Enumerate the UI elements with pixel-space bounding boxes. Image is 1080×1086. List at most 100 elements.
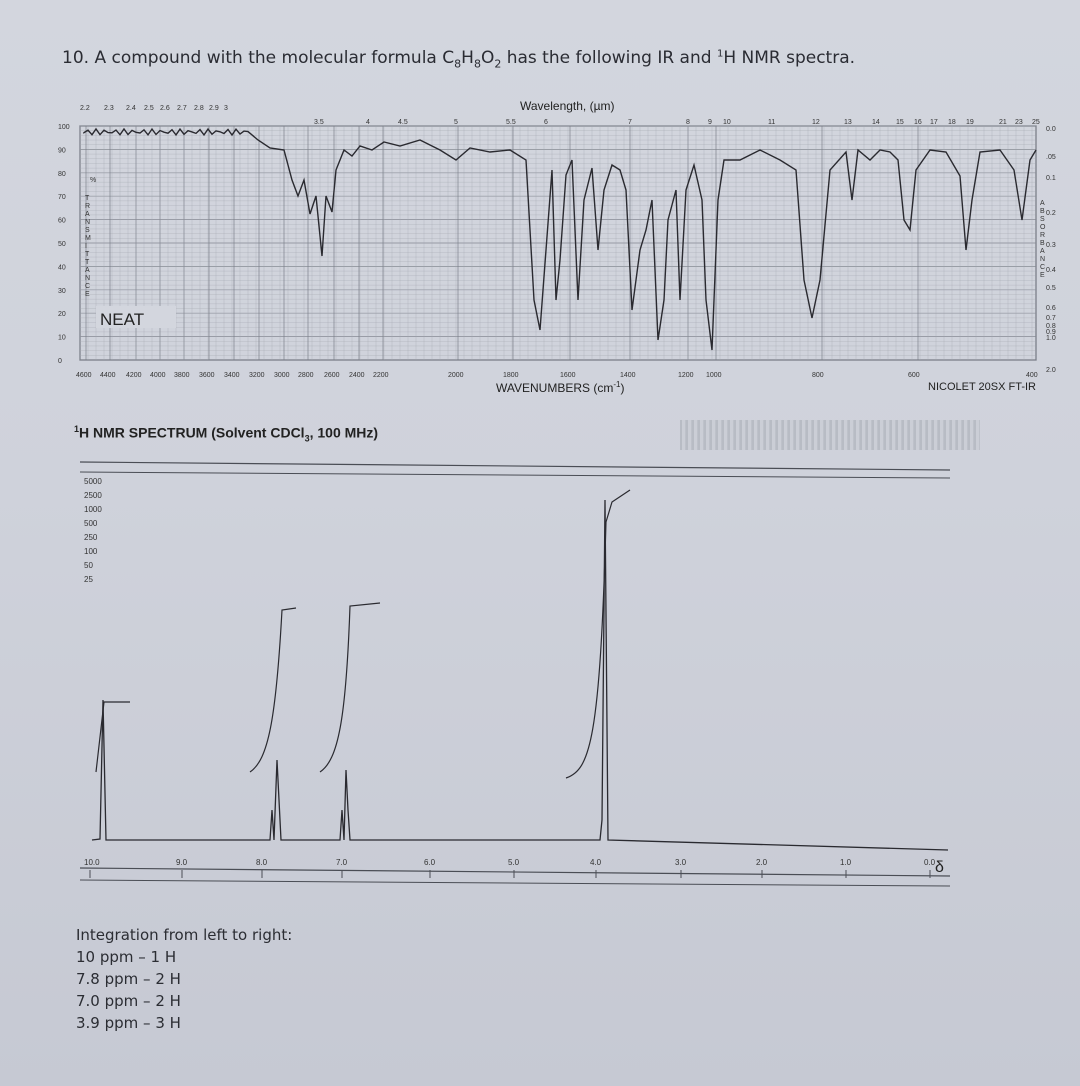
ir-transmittance-tick: 90 (58, 147, 66, 154)
nmr-title: 1H NMR SPECTRUM (Solvent CDCl3, 100 MHz) (74, 424, 379, 444)
question-text: 10. A compound with the molecular formul… (62, 48, 856, 71)
ir-wavelength-tick: 5 (454, 119, 458, 126)
nmr-sweep-label: 100 (84, 547, 98, 556)
question-number: 10. (62, 48, 90, 68)
ir-wavenumber-tick: 2400 (349, 372, 365, 379)
ir-percent-sign: % (90, 177, 96, 184)
nmr-trace (91, 499, 949, 851)
ir-grid (79, 125, 1037, 361)
ir-absorbance-tick: 2.0 (1046, 367, 1056, 374)
nmr-ppm-tick: 9.0 (176, 858, 188, 867)
integration-row: 3.9 ppm – 3 H (76, 1014, 181, 1032)
ir-wavenumber-tick: 600 (908, 372, 920, 379)
integration-row: 7.8 ppm – 2 H (76, 970, 181, 988)
ir-wavelength-tick: 2.7 (177, 105, 187, 112)
nmr-sweep-label: 5000 (84, 477, 102, 486)
ir-wavelength-tick: 6 (544, 119, 548, 126)
ir-transmittance-tick: 70 (58, 194, 66, 201)
ir-absorbance-tick: 0.1 (1046, 175, 1056, 182)
ir-wavelength-tick: 16 (914, 119, 922, 126)
ir-wavelength-tick: 3.5 (314, 119, 324, 126)
ir-absorbance-letter: R (1040, 232, 1045, 239)
ir-wavenumber-tick: 4400 (100, 372, 116, 379)
nmr-sweep-label: 250 (84, 533, 98, 542)
ir-wavelength-tick: 10 (723, 119, 731, 126)
ir-transmittance-tick: 30 (58, 288, 66, 295)
ir-absorbance-letter: B (1040, 208, 1045, 215)
ir-wavenumber-tick: 2800 (298, 372, 314, 379)
ir-transmittance-letter: T (85, 195, 90, 202)
nmr-ppm-tick: 10.0 (84, 858, 100, 867)
ir-instrument-label: NICOLET 20SX FT-IR (928, 381, 1036, 393)
nmr-top-rule (79, 471, 951, 479)
ir-wavelength-tick: 7 (628, 119, 632, 126)
ir-wavenumber-tick: 2200 (373, 372, 389, 379)
nmr-ppm-tick: 8.0 (256, 858, 268, 867)
ir-wavenumber-tick: 3200 (249, 372, 265, 379)
nmr-sweep-label: 25 (84, 575, 93, 584)
ir-transmittance-tick: 20 (58, 311, 66, 318)
nmr-ppm-tick: 7.0 (336, 858, 348, 867)
nmr-ppm-tick: 2.0 (756, 858, 768, 867)
ir-wavenumber-tick: 1200 (678, 372, 694, 379)
ir-absorbance-letter: N (1040, 256, 1045, 263)
ir-transmittance-tick: 40 (58, 264, 66, 271)
ir-transmittance-letter: A (85, 267, 90, 274)
integration-row: 10 ppm – 1 H (76, 948, 177, 966)
ir-absorbance-tick: 0.9 (1046, 329, 1056, 336)
nmr-top-rule (79, 461, 951, 471)
ir-transmittance-tick: 50 (58, 241, 66, 248)
integration-row: 7.0 ppm – 2 H (76, 992, 181, 1010)
ir-wavenumber-tick: 3400 (224, 372, 240, 379)
nmr-ppm-axis: 10.0 9.0 8.0 7.0 6.0 5.0 4.0 3.0 2.0 1.0 0.0 (84, 858, 936, 878)
ir-transmittance-letter: S (85, 227, 90, 234)
ir-absorbance-tick: 0.5 (1046, 285, 1056, 292)
ir-wavelength-tick: 17 (930, 119, 938, 126)
ir-absorbance-letter: C (1040, 264, 1045, 271)
integration-heading: Integration from left to right: (76, 926, 293, 944)
nmr-sweep-label: 1000 (84, 505, 102, 514)
ir-transmittance-tick: 10 (58, 335, 66, 342)
ir-transmittance-letter: N (85, 275, 90, 282)
ir-wavelength-tick: 8 (686, 119, 690, 126)
ir-absorbance-tick: .05 (1046, 154, 1056, 161)
nmr-bottom-rule (79, 867, 951, 877)
ir-wavelength-tick: 11 (768, 119, 775, 126)
nmr-ppm-tick: 4.0 (590, 858, 602, 867)
ir-transmittance-tick: 60 (58, 218, 66, 225)
ir-wavenumber-tick: 1000 (706, 372, 722, 379)
ir-absorbance-tick: 0.7 (1046, 315, 1056, 322)
ir-wavenumber-tick: 4600 (76, 372, 92, 379)
ir-transmittance-letter: E (85, 291, 90, 298)
ir-wavelength-tick: 2.5 (144, 105, 154, 112)
ir-wavelength-tick: 2.4 (126, 105, 136, 112)
nmr-ppm-tick: 1.0 (840, 858, 852, 867)
nmr-bottom-rule (79, 879, 951, 887)
ir-transmittance-letter: N (85, 219, 90, 226)
ir-wavenumber-tick: 2000 (448, 372, 464, 379)
ir-transmittance-tick: 100 (58, 124, 70, 131)
nmr-spectrum: 5000 2500 1000 500 250 100 50 25 10.0 9.0 8.0 7.0 6… (79, 461, 951, 887)
ir-wavelength-tick: 13 (844, 119, 852, 126)
ir-wavenumber-tick: 3000 (274, 372, 290, 379)
ir-transmittance-tick: 80 (58, 171, 66, 178)
nmr-sweep-label: 500 (84, 519, 98, 528)
ir-wavelength-tick: 12 (812, 119, 820, 126)
ir-absorbance-letter: S (1040, 216, 1045, 223)
ir-wavelength-tick: 2.6 (160, 105, 170, 112)
ir-trace (83, 127, 1037, 351)
nmr-ppm-tick: 0.0 (924, 858, 936, 867)
ir-transmittance-letter: I (85, 243, 87, 250)
ir-wavenumber-title: WAVENUMBERS (cm-1) (496, 380, 624, 395)
ir-wavenumber-tick: 4000 (150, 372, 166, 379)
ir-wavelength-tick: 15 (896, 119, 904, 126)
ir-wavelength-tick: 14 (872, 119, 880, 126)
ir-wavelength-tick: 9 (708, 119, 712, 126)
ir-wavelength-tick: 4 (366, 119, 370, 126)
ir-transmittance-letter: A (85, 211, 90, 218)
ir-wavenumber-tick: 3800 (174, 372, 190, 379)
ir-wavenumber-tick: 1400 (620, 372, 636, 379)
ir-wavenumber-tick: 1600 (560, 372, 576, 379)
